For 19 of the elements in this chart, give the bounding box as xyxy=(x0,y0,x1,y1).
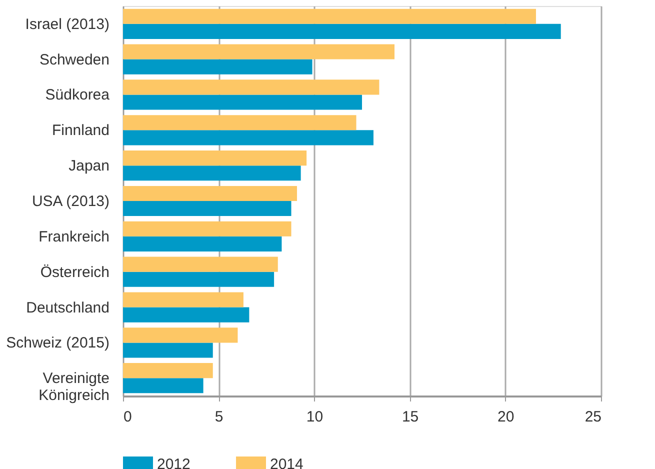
y-tick-label: Deutschland xyxy=(26,299,110,316)
x-tick-label: 20 xyxy=(498,408,514,426)
y-tick-label: USA (2013) xyxy=(32,193,110,210)
x-tick-label: 0 xyxy=(124,408,132,426)
y-tick-label: Finnland xyxy=(52,122,110,140)
y-tick-label: Vereinigte Königreich xyxy=(38,370,110,404)
y-tick-label: Japan xyxy=(68,158,110,175)
y-tick-label: Schweden xyxy=(39,51,110,68)
y-tick-label: Österreich xyxy=(40,264,110,281)
x-tick-label: 25 xyxy=(584,408,602,426)
x-tick-label: 5 xyxy=(214,408,224,426)
y-tick-label: Südkorea xyxy=(45,86,110,104)
legend-label: 2014 xyxy=(270,456,304,469)
x-tick-label: 10 xyxy=(306,408,324,426)
y-tick-label: Frankreich xyxy=(38,228,110,246)
legend-label: 2012 xyxy=(157,456,190,469)
y-tick-label: Schweiz (2015) xyxy=(6,334,110,352)
x-tick-label: 15 xyxy=(402,408,419,426)
y-tick-label: Israel (2013) xyxy=(25,16,110,33)
